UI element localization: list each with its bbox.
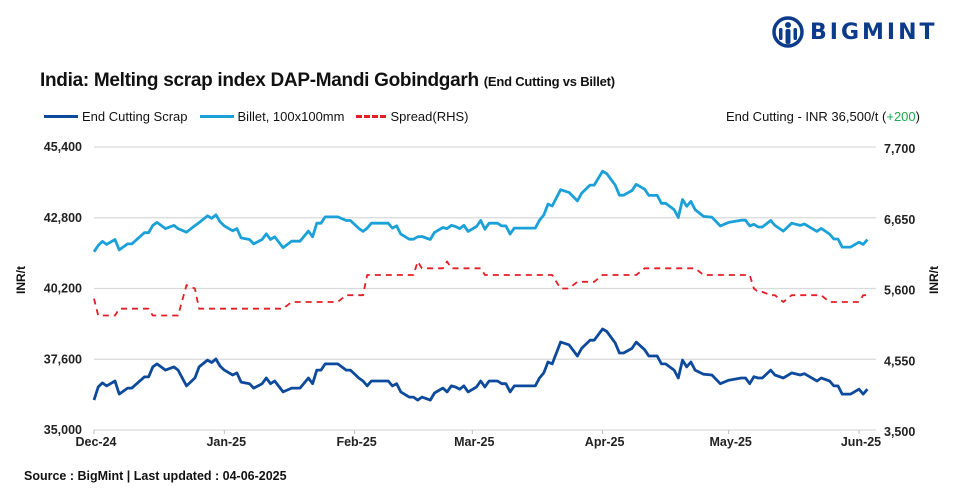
y-axis-label-left: INR/t	[14, 266, 28, 294]
spread-line	[93, 260, 868, 317]
series-lines	[92, 169, 869, 402]
y2-tick-label: 7,700	[884, 142, 915, 156]
legend-item-spread: Spread(RHS)	[356, 109, 469, 124]
brand-name: BIGMINT	[810, 19, 938, 45]
bigmint-logo: BIGMINT	[772, 16, 938, 48]
legend: End Cutting Scrap Billet, 100x100mm Spre…	[44, 109, 481, 124]
legend-item-end-cutting: End Cutting Scrap	[44, 109, 188, 124]
y-axis-right: 3,500 4,550 5,600 6,650 7,700	[884, 142, 915, 439]
legend-label: Billet, 100x100mm	[237, 109, 345, 124]
end-cutting-scrap-line	[92, 327, 869, 402]
x-axis: Dec-24 Jan-25 Feb-25 Mar-25 Apr-25 May-25 Jun-…	[76, 430, 881, 449]
source-note: Source : BigMint | Last updated : 04-06-…	[24, 469, 287, 483]
latest-price-headline: End Cutting - INR 36,500/t (+200)	[726, 109, 920, 124]
bigmint-logo-icon	[772, 16, 804, 48]
x-tick-label: Apr-25	[585, 435, 625, 449]
y-tick-label: 37,600	[44, 352, 82, 366]
x-tick-label: Feb-25	[336, 435, 376, 449]
chart-subtitle: (End Cutting vs Billet)	[483, 74, 615, 89]
y-axis-label-right: INR/t	[927, 266, 941, 294]
y-tick-label: 40,200	[44, 282, 82, 296]
x-tick-label: Dec-24	[76, 435, 117, 449]
legend-item-billet: Billet, 100x100mm	[199, 109, 345, 124]
legend-label: Spread(RHS)	[390, 109, 469, 124]
headline-suffix: )	[915, 109, 920, 124]
x-tick-label: Jan-25	[206, 435, 246, 449]
billet-line	[92, 169, 869, 253]
y-tick-label: 42,800	[44, 211, 82, 225]
y2-tick-label: 5,600	[884, 284, 915, 298]
legend-label: End Cutting Scrap	[82, 109, 188, 124]
y2-tick-label: 3,500	[884, 425, 915, 439]
chart-title-main: India: Melting scrap index DAP-Mandi Gob…	[40, 70, 479, 91]
x-tick-label: Jun-25	[841, 435, 881, 449]
y-axis-left: 35,000 37,600 40,200 42,800 45,400	[44, 140, 82, 437]
legend-swatch-spread	[356, 115, 387, 118]
chart-title: India: Melting scrap index DAP-Mandi Gob…	[40, 70, 615, 92]
x-tick-label: May-25	[710, 435, 752, 449]
legend-swatch-end-cutting	[44, 115, 78, 118]
headline-text: End Cutting - INR 36,500/t (	[725, 109, 887, 124]
y-tick-label: 45,400	[44, 140, 82, 154]
y2-tick-label: 6,650	[884, 213, 915, 227]
x-tick-label: Mar-25	[454, 435, 494, 449]
y-tick-label: 35,000	[44, 423, 82, 437]
y2-tick-label: 4,550	[884, 354, 915, 368]
legend-swatch-billet	[199, 115, 234, 118]
price-change: +200	[886, 109, 916, 124]
